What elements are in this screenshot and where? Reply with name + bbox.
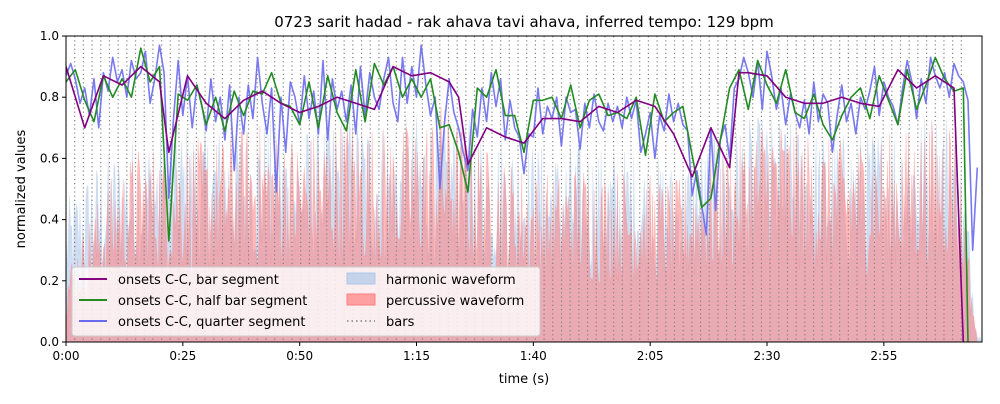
y-tick-label: 0.4	[40, 213, 59, 227]
legend-label: onsets C-C, bar segment	[118, 273, 279, 288]
x-tick-label: 2:30	[754, 349, 781, 363]
x-tick-label: 0:25	[169, 349, 196, 363]
y-tick-label: 1.0	[40, 29, 59, 43]
legend-label: bars	[386, 315, 415, 330]
y-tick-label: 0.0	[40, 335, 59, 349]
x-tick-label: 1:40	[520, 349, 547, 363]
bar-segment-line	[66, 65, 965, 342]
x-tick-label: 2:55	[870, 349, 897, 363]
axis-ticks: 0:00 0:25 0:50 1:15 1:40 2:05 2:30 2:55 0.0 0.2 0.…	[40, 29, 897, 363]
x-tick-label: 0:50	[286, 349, 313, 363]
y-axis-label: normalized values	[14, 129, 29, 248]
legend-label: onsets C-C, quarter segment	[118, 315, 305, 330]
x-tick-label: 1:15	[403, 349, 430, 363]
legend-box	[71, 266, 541, 337]
chart-title: 0723 sarit hadad - rak ahava tavi ahava,…	[274, 13, 773, 31]
legend-label: harmonic waveform	[386, 273, 516, 288]
x-axis-label: time (s)	[499, 372, 549, 387]
x-tick-label: 0:00	[53, 349, 80, 363]
y-tick-label: 0.6	[40, 151, 59, 165]
y-tick-label: 0.2	[40, 274, 59, 288]
legend-swatch	[346, 293, 376, 306]
legend: onsets C-C, bar segment onsets C-C, half …	[71, 266, 541, 337]
legend-label: onsets C-C, half bar segment	[118, 294, 307, 309]
legend-swatch	[346, 272, 376, 285]
x-tick-label: 2:05	[637, 349, 664, 363]
axes-frame	[65, 35, 983, 343]
y-tick-label: 0.8	[40, 90, 59, 104]
half-bar-segment-line	[66, 47, 969, 342]
legend-label: percussive waveform	[386, 294, 524, 309]
quarter-segment-line	[66, 44, 979, 251]
